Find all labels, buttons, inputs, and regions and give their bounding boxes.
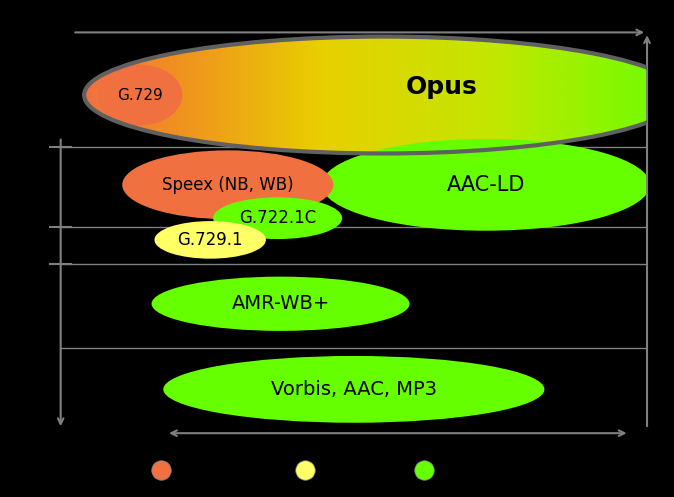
Text: G.729: G.729 bbox=[117, 87, 162, 102]
Ellipse shape bbox=[84, 37, 674, 154]
Ellipse shape bbox=[321, 139, 650, 231]
Text: G.722.1C: G.722.1C bbox=[239, 209, 316, 227]
Text: narrowband: narrowband bbox=[187, 461, 286, 479]
Text: G.729.1: G.729.1 bbox=[177, 231, 243, 249]
Ellipse shape bbox=[152, 277, 410, 331]
Text: Opus: Opus bbox=[406, 75, 478, 99]
Text: AMR-WB+: AMR-WB+ bbox=[231, 294, 330, 313]
Ellipse shape bbox=[122, 150, 334, 219]
Ellipse shape bbox=[97, 65, 183, 125]
Text: Vorbis, AAC, MP3: Vorbis, AAC, MP3 bbox=[271, 380, 437, 399]
Ellipse shape bbox=[213, 197, 342, 239]
Text: AAC-LD: AAC-LD bbox=[447, 175, 525, 195]
Ellipse shape bbox=[154, 221, 266, 258]
Text: wideband: wideband bbox=[332, 461, 412, 479]
Text: Speex (NB, WB): Speex (NB, WB) bbox=[162, 176, 294, 194]
Ellipse shape bbox=[163, 356, 545, 423]
Text: > wideband: > wideband bbox=[450, 461, 550, 479]
